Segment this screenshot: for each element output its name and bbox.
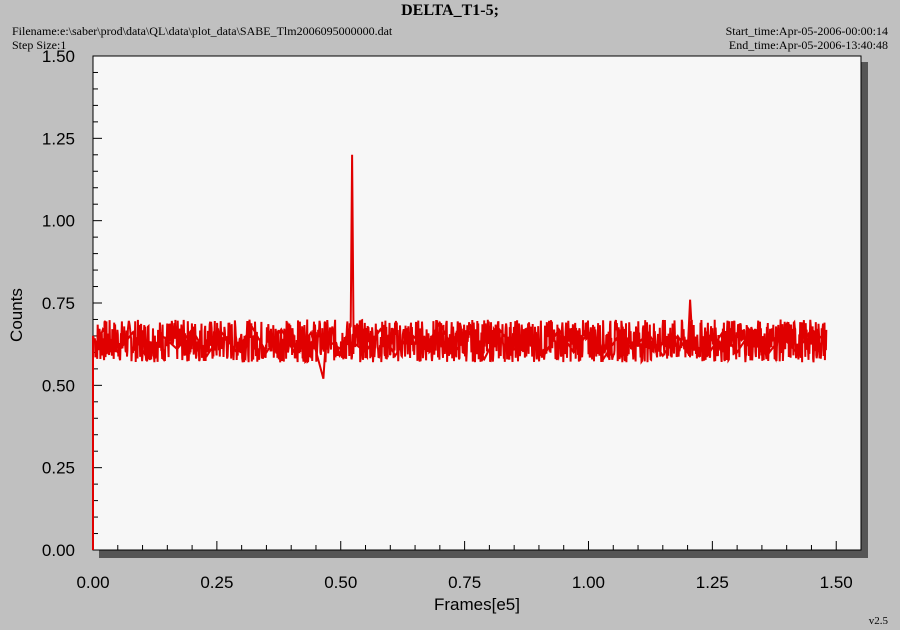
step-size-label: Step Size:1 (12, 38, 67, 52)
version-label: v2.5 (868, 615, 888, 627)
x-tick-label: 1.50 (820, 573, 853, 592)
x-axis-ticks: 0.00 0.25 0.50 0.75 1.00 1.25 1.50 (76, 541, 862, 592)
x-tick-label: 1.00 (572, 573, 605, 592)
plot-area (92, 55, 862, 551)
y-tick-label: 1.25 (42, 129, 75, 148)
start-time-label: Start_time:Apr-05-2006-00:00:14 (725, 24, 888, 38)
y-axis-ticks: 0.00 0.25 0.50 0.75 1.00 1.25 1.50 (42, 47, 102, 560)
end-time-label: End_time:Apr-05-2006-13:40:48 (728, 38, 888, 52)
y-tick-label: 1.00 (42, 212, 75, 231)
y-tick-label: 0.00 (42, 541, 75, 560)
y-tick-label: 1.50 (42, 47, 75, 66)
y-axis-title: Counts (7, 288, 26, 342)
x-tick-label: 0.25 (200, 573, 233, 592)
series-line (92, 154, 828, 550)
x-axis-title: Frames[e5] (434, 595, 520, 614)
chart-title: DELTA_T1-5; (401, 2, 499, 19)
x-tick-label: 0.75 (448, 573, 481, 592)
y-tick-label: 0.50 (42, 376, 75, 395)
x-tick-label: 0.50 (324, 573, 357, 592)
x-tick-label: 0.00 (76, 573, 109, 592)
x-tick-label: 1.25 (696, 573, 729, 592)
y-tick-label: 0.75 (42, 294, 75, 313)
y-tick-label: 0.25 (42, 459, 75, 478)
filename-label: Filename:e:\saber\prod\data\QL\data\plot… (12, 24, 393, 38)
